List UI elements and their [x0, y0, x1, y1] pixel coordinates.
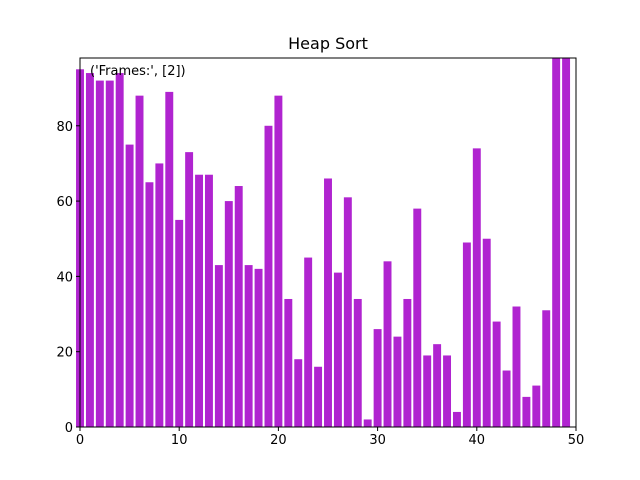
y-tick-label: 20 — [56, 346, 73, 361]
bars-group — [76, 58, 571, 428]
x-tick-label: 0 — [76, 433, 84, 448]
bar-36 — [433, 344, 442, 427]
bar-19 — [264, 125, 273, 427]
bar-14 — [214, 265, 223, 427]
y-tick-label: 0 — [65, 421, 73, 436]
bar-2 — [95, 80, 104, 428]
bar-47 — [542, 310, 551, 427]
bar-38 — [452, 411, 461, 427]
bar-41 — [482, 238, 491, 427]
bar-13 — [204, 174, 213, 427]
bar-29 — [363, 419, 372, 427]
bar-30 — [373, 329, 382, 427]
bar-42 — [492, 321, 501, 427]
bar-45 — [522, 396, 531, 427]
bar-33 — [403, 298, 412, 427]
bar-35 — [423, 355, 432, 427]
y-tick-label: 60 — [56, 195, 73, 210]
bar-46 — [532, 385, 541, 427]
x-axis: 0 10 20 30 40 50 — [76, 427, 584, 448]
bar-15 — [224, 201, 233, 427]
y-tick-label: 40 — [56, 270, 73, 285]
bar-49 — [562, 58, 571, 427]
bar-28 — [353, 298, 362, 427]
bar-11 — [185, 152, 194, 427]
bar-5 — [125, 144, 134, 427]
bar-31 — [383, 261, 392, 427]
bar-3 — [105, 80, 114, 428]
bar-7 — [145, 182, 154, 427]
bar-25 — [324, 178, 332, 427]
bar-6 — [135, 95, 144, 427]
bar-8 — [155, 163, 164, 427]
x-tick-label: 20 — [270, 433, 287, 448]
bar-32 — [393, 336, 402, 427]
frames-annotation: ('Frames:', [2]) — [90, 64, 186, 79]
bar-18 — [254, 268, 263, 427]
bar-20 — [274, 95, 283, 427]
bar-16 — [234, 186, 243, 427]
bar-39 — [462, 242, 471, 427]
bar-48 — [552, 58, 561, 427]
bar-26 — [333, 272, 342, 427]
x-tick-label: 40 — [469, 433, 486, 448]
plot-frame — [79, 57, 577, 428]
bar-43 — [502, 370, 511, 427]
bar-44 — [512, 306, 521, 427]
chart-title: Heap Sort — [288, 34, 368, 53]
bar-17 — [244, 265, 253, 427]
bar-27 — [343, 197, 352, 427]
x-tick-label: 10 — [171, 433, 188, 448]
bar-37 — [443, 355, 452, 427]
bar-34 — [413, 208, 422, 427]
x-tick-label: 50 — [568, 433, 585, 448]
bar-22 — [294, 359, 303, 427]
y-tick-label: 80 — [56, 120, 73, 135]
bar-21 — [284, 298, 293, 427]
bar-10 — [175, 219, 184, 427]
bar-4 — [115, 73, 124, 428]
bar-12 — [195, 174, 204, 427]
bar-24 — [314, 366, 323, 427]
bar-23 — [304, 257, 313, 427]
bar-40 — [472, 148, 481, 427]
bar-1 — [85, 73, 94, 428]
x-tick-label: 30 — [369, 433, 386, 448]
bar-9 — [165, 91, 174, 427]
y-axis: 0 20 40 60 80 — [56, 120, 80, 436]
